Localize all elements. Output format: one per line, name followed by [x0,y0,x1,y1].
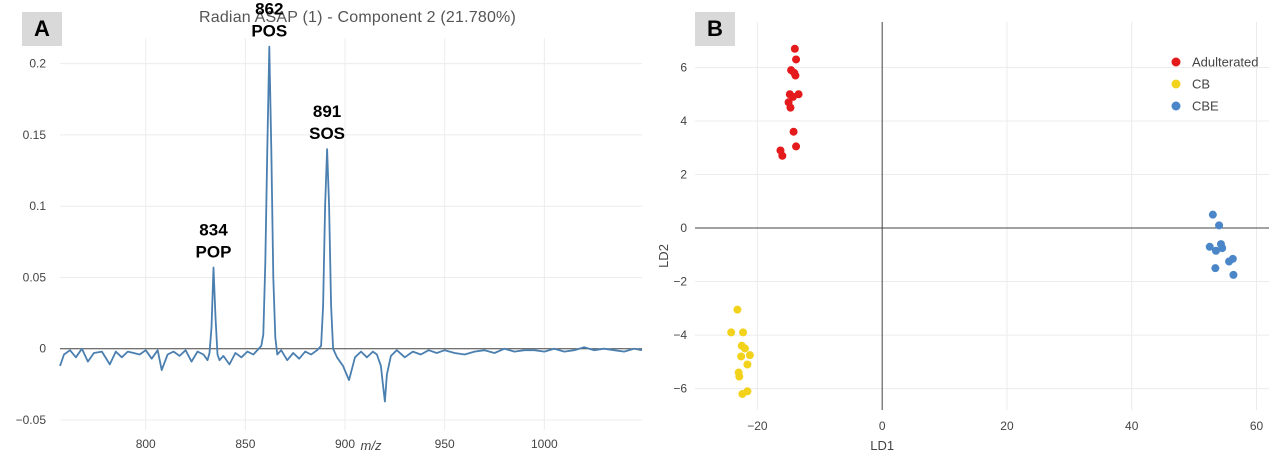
legend-marker [1171,79,1181,89]
scatter-point-cbe [1218,244,1227,253]
scatter-point-cbe [1211,264,1220,273]
y-tick-label: 0.15 [23,128,47,142]
scatter-point-cb [738,389,747,398]
scatter-point-adulterated [790,44,799,53]
scatter-point-cbe [1215,221,1224,230]
y-tick-label: −6 [673,382,687,396]
panel-a: A Radian ASAP (1) - Component 2 (21.780%… [16,0,643,453]
scatter-point-cbe [1229,270,1238,279]
x-tick-label: 900 [335,437,355,451]
x-tick-label: 1000 [531,437,558,451]
scatter-point-adulterated [792,142,801,151]
legend-marker [1171,57,1181,67]
peak-compound-label: POS [251,22,287,41]
peak-compound-label: POP [196,242,232,261]
y-tick-label: 0.1 [29,199,46,213]
y-tick-label: −0.05 [16,413,47,427]
peak-mass-label: 891 [313,102,341,121]
legend-label: CBE [1192,99,1219,114]
scatter-point-adulterated [788,92,797,101]
scatter-point-adulterated [792,55,801,64]
x-tick-label: 850 [235,437,255,451]
spectrum-chart: 800 850 900 950 1000 −0.05 0 0.05 0.1 0.15 0.2 834 P… [16,0,643,453]
scatter-point-cbe [1211,246,1220,255]
scatter-point-cbe [1208,210,1217,219]
peak-mass-label: 862 [255,0,283,19]
legend-marker [1171,101,1181,111]
x-tick-label: 950 [435,437,455,451]
scatter-point-adulterated [789,127,798,136]
y-tick-label: 6 [680,60,687,74]
y-tick-label: 0.2 [29,57,46,71]
scatter-point-cb [740,344,749,353]
chart-a-title: Radian ASAP (1) - Component 2 (21.780%) [198,9,516,26]
scatter-point-cb [739,328,748,337]
panel-b-badge: B [695,12,735,46]
scatter-point-cb [733,305,742,314]
scatter-point-adulterated [778,151,787,160]
scatter-point-adulterated [791,71,800,80]
x-tick-label: 60 [1250,419,1264,433]
y-tick-label: 0.05 [23,270,47,284]
legend-label: Adulterated [1192,55,1259,70]
spectrum-line [59,45,643,403]
x-tick-label: 0 [879,419,886,433]
scatter-point-cb [727,328,736,337]
y-tick-label: −2 [673,275,687,289]
y-tick-label: 4 [680,114,687,128]
x-axis-label: LD1 [870,438,894,453]
peak-compound-label: SOS [309,124,345,143]
x-axis-label: m/z [361,438,382,453]
x-tick-label: 800 [136,437,156,451]
x-tick-label: 20 [1000,419,1014,433]
y-tick-label: 0 [680,221,687,235]
scatter-point-cb [735,372,744,381]
legend-label: CB [1192,77,1210,92]
x-tick-label: 40 [1125,419,1139,433]
scatter-point-cbe [1225,257,1234,266]
scatter-point-cbe [1205,242,1214,251]
y-tick-label: −4 [673,328,687,342]
scatter-point-cb [737,352,746,361]
y-tick-label: 0 [39,342,46,356]
y-tick-label: 2 [680,168,687,182]
scatter-point-cb [743,360,752,369]
panel-b: B −20 0 20 40 60 −6 −4 −2 0 2 4 6 Adulterated CB CBE LD… [655,0,1281,455]
scatter-point-cb [745,351,754,360]
panel-a-badge: A [22,12,62,46]
x-tick-label: −20 [747,419,768,433]
peak-mass-label: 834 [199,220,228,239]
scatter-point-adulterated [786,103,795,112]
y-axis-label: LD2 [656,244,671,268]
